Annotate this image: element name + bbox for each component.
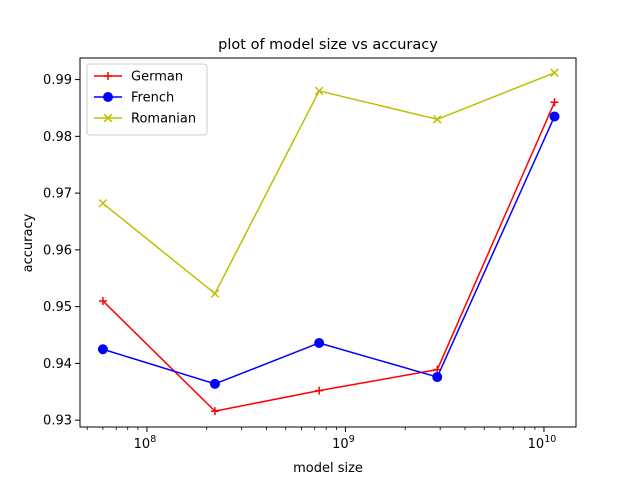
data-point-german xyxy=(210,407,219,416)
data-point-german xyxy=(550,98,559,107)
data-point-french xyxy=(97,344,108,355)
data-point-german xyxy=(98,296,107,305)
y-tick-label: 0.99 xyxy=(43,73,72,88)
x-tick-label: 1010 xyxy=(528,434,557,452)
data-point-french xyxy=(432,372,443,383)
legend-label-german: German xyxy=(131,70,183,85)
chart-title: plot of model size vs accuracy xyxy=(218,37,438,53)
legend-marker-french xyxy=(103,92,113,102)
data-point-german xyxy=(315,386,324,395)
series-line-french xyxy=(102,116,556,385)
legend: German French Romanian xyxy=(86,63,208,136)
y-tick-label: 0.97 xyxy=(43,187,72,202)
data-point-french xyxy=(549,111,560,122)
y-tick-label: 0.96 xyxy=(43,243,72,258)
data-point-romanian xyxy=(98,198,108,208)
y-tick-label: 0.94 xyxy=(43,357,72,372)
data-point-romanian xyxy=(432,114,442,124)
x-axis-label: model size xyxy=(293,461,363,476)
plot-area: 0.93 0.94 0.95 0.96 0.97 0.98 0.99 108 109 1010 xyxy=(43,68,560,452)
data-point-romanian xyxy=(550,68,559,78)
series-line-german xyxy=(102,101,556,412)
x-tick-label: 108 xyxy=(134,434,157,452)
data-point-french xyxy=(314,337,325,348)
axes-frame xyxy=(79,57,577,428)
data-point-romanian xyxy=(314,86,324,96)
legend-label-french: French xyxy=(131,91,174,106)
data-point-romanian xyxy=(210,289,220,298)
legend-marker-german xyxy=(104,72,112,80)
legend-marker-romanian xyxy=(103,113,113,123)
y-tick-label: 0.95 xyxy=(43,300,72,315)
data-point-french xyxy=(209,378,220,389)
legend-label-romanian: Romanian xyxy=(131,112,196,127)
y-tick-label: 0.93 xyxy=(43,414,72,429)
y-tick-label: 0.98 xyxy=(43,130,72,145)
x-tick-label: 109 xyxy=(332,434,355,452)
y-axis-label: accuracy xyxy=(21,213,36,272)
